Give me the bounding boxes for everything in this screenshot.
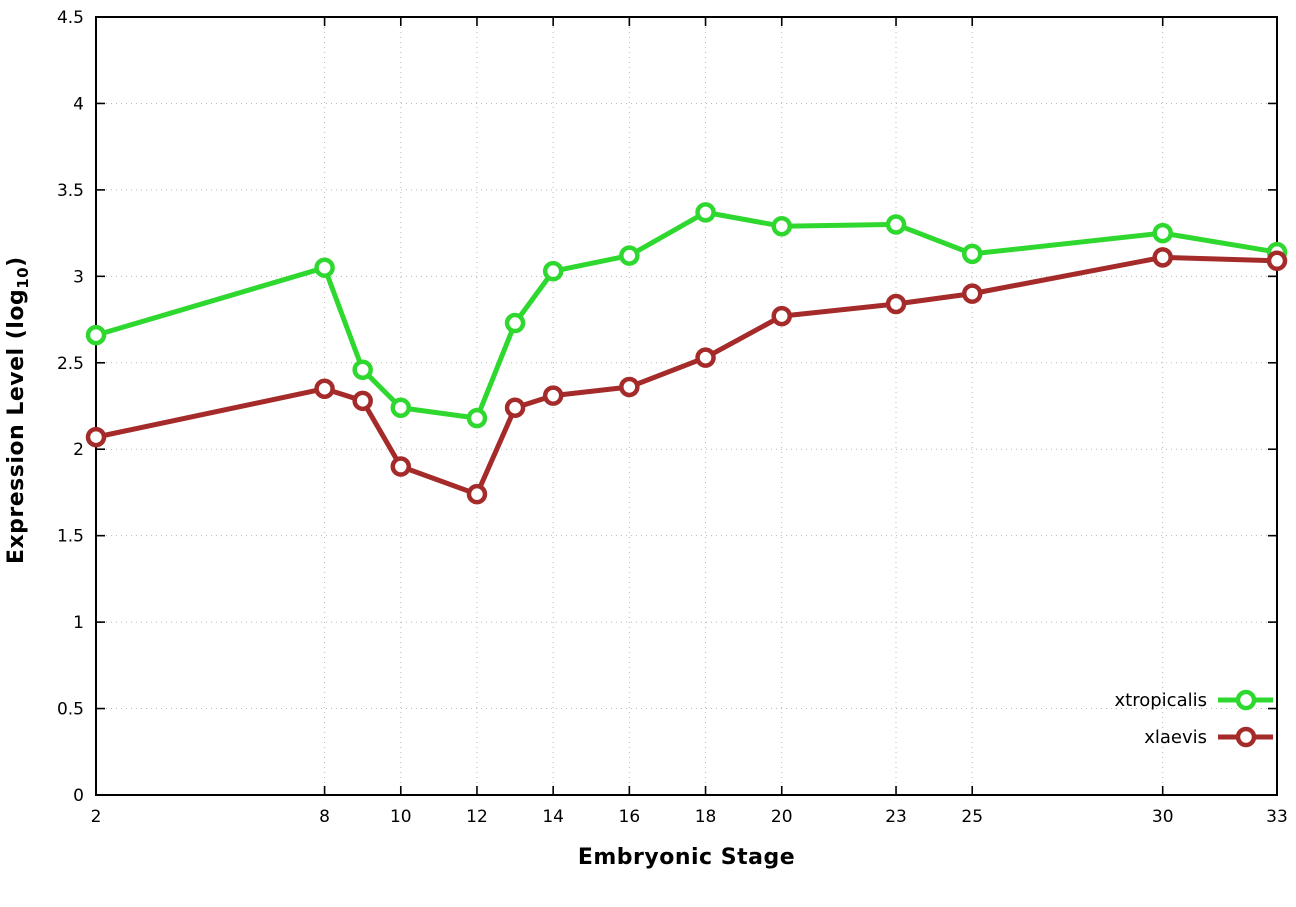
- series-marker-xlaevis: [504, 397, 526, 418]
- x-tick-label: 18: [695, 807, 717, 827]
- y-axis-title-sub: 10: [14, 266, 33, 289]
- series-marker-xtropicalis: [390, 397, 412, 418]
- series-marker-xlaevis: [314, 378, 335, 399]
- series-marker-xtropicalis: [1152, 222, 1173, 244]
- series-marker-xtropicalis: [314, 257, 335, 278]
- y-axis-title-prefix: Expression Level (log: [3, 288, 29, 565]
- y-tick-label: 4.5: [57, 8, 84, 28]
- series-marker-xtropicalis: [961, 243, 983, 265]
- x-tick-label: 14: [542, 807, 564, 827]
- series-marker-xtropicalis: [504, 312, 526, 334]
- series-marker-xtropicalis: [466, 407, 488, 429]
- plot-border: [95, 16, 1278, 796]
- series-marker-xtropicalis: [85, 324, 107, 346]
- y-tick-label: 4: [73, 94, 84, 114]
- y-tick-label: 2: [73, 440, 84, 460]
- series-marker-xlaevis: [85, 426, 107, 448]
- y-tick-label: 3.5: [57, 181, 84, 201]
- y-tick-label: 1: [73, 613, 84, 633]
- series-marker-xlaevis: [619, 376, 640, 398]
- x-tick-label: 8: [319, 807, 330, 827]
- y-tick-label: 1.5: [57, 527, 84, 547]
- series-marker-xlaevis: [542, 385, 564, 406]
- y-axis-title-suffix: ): [3, 256, 29, 267]
- series-marker-xtropicalis: [542, 260, 564, 282]
- x-axis-title: Embryonic Stage: [577, 845, 796, 870]
- x-tick-label: 33: [1266, 807, 1288, 827]
- y-axis-title: Expression Level (log10): [4, 230, 32, 590]
- series-marker-xlaevis: [771, 305, 792, 327]
- series-marker-xlaevis: [1266, 250, 1288, 272]
- series-marker-xlaevis: [390, 456, 412, 477]
- x-tick-label: 10: [390, 807, 412, 827]
- series-marker-xtropicalis: [695, 202, 716, 223]
- series-marker-xlaevis: [961, 283, 983, 304]
- y-tick-label: 0: [73, 786, 84, 806]
- series-marker-xlaevis: [695, 347, 716, 368]
- series-line-xlaevis: [93, 254, 1280, 497]
- legend-label-xlaevis: xlaevis: [1144, 727, 1207, 748]
- series-marker-xlaevis: [885, 293, 907, 315]
- series-marker-xlaevis: [466, 483, 488, 505]
- series-line-xtropicalis: [93, 209, 1280, 421]
- y-tick-label: 2.5: [57, 354, 84, 374]
- x-tick-label: 25: [961, 807, 983, 827]
- series-marker-xtropicalis: [619, 245, 640, 266]
- series-marker-xtropicalis: [885, 214, 907, 235]
- y-tick-label: 3: [73, 267, 84, 287]
- x-tick-label: 20: [771, 807, 793, 827]
- legend-label-xtropicalis: xtropicalis: [1115, 690, 1207, 711]
- series-marker-xtropicalis: [352, 359, 373, 380]
- x-tick-label: 23: [885, 807, 907, 827]
- x-tick-label: 30: [1152, 807, 1174, 827]
- x-tick-label: 2: [91, 807, 102, 827]
- series-marker-xlaevis: [352, 390, 373, 412]
- legend-marker-xlaevis: [1235, 726, 1257, 748]
- series-marker-xtropicalis: [771, 215, 792, 237]
- series-marker-xlaevis: [1152, 247, 1173, 268]
- x-tick-label: 12: [466, 807, 488, 827]
- x-tick-label: 16: [619, 807, 641, 827]
- y-tick-label: 0.5: [57, 700, 84, 720]
- legend-marker-xtropicalis: [1235, 689, 1257, 711]
